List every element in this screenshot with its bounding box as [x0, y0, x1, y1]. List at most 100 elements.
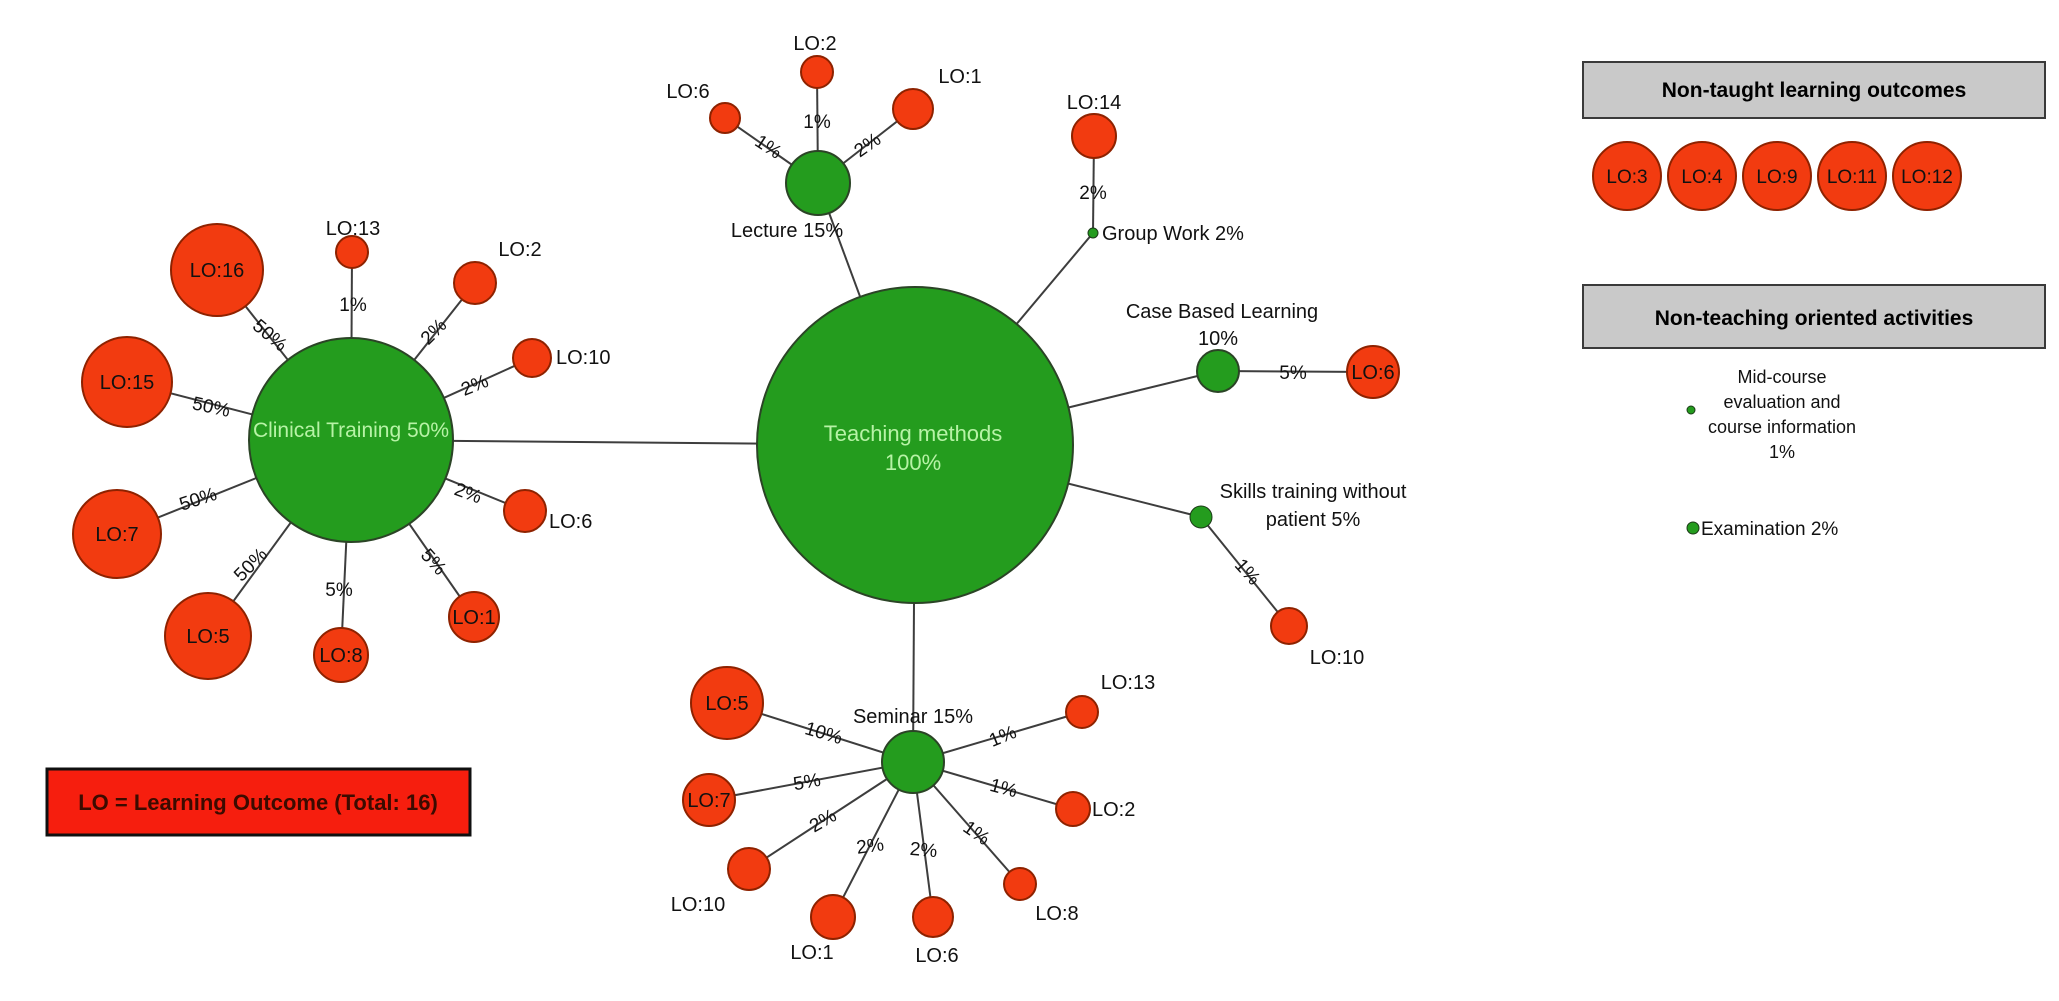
- edge-skills-lo10: [1200, 516, 1290, 627]
- seminar-lo5-pct: 10%: [802, 718, 844, 749]
- clinical-lo13-pct: 1%: [339, 295, 367, 316]
- seminar-lo1-pct: 2%: [855, 834, 885, 859]
- seminar-lo5-label: LO:5: [705, 693, 748, 715]
- clinical-lo6-label: LO:6: [549, 511, 592, 533]
- group-work-label: Group Work 2%: [1102, 223, 1244, 245]
- clinical-training-node: [248, 337, 454, 543]
- clinical-lo8-node: [313, 627, 369, 683]
- clinical-training-label: Clinical Training 50%: [253, 419, 449, 442]
- seminar-lo6-pct: 2%: [909, 839, 938, 862]
- examination-label: Examination 2%: [1701, 519, 1838, 540]
- clinical-lo2-node: [453, 261, 497, 305]
- case-based-label: Case Based Learning: [1126, 301, 1318, 323]
- lecture-node: [785, 150, 851, 216]
- clinical-lo1-node: [448, 591, 500, 643]
- clinical-lo6-pct: 2%: [451, 479, 484, 508]
- seminar-lo7-node: [682, 773, 736, 827]
- non-taught-header-title: Non-taught learning outcomes: [1662, 79, 1967, 102]
- casebased-lo6-node: [1346, 345, 1400, 399]
- lecture-lo1-label: LO:1: [938, 66, 981, 88]
- group-work-node: [1087, 227, 1099, 239]
- groupwork-lo14-label: LO:14: [1067, 92, 1121, 114]
- clinical-lo13-node: [335, 235, 369, 269]
- clinical-lo8-pct: 5%: [325, 580, 353, 601]
- clinical-lo10-node: [512, 338, 552, 378]
- groupwork-lo14-pct: 2%: [1079, 183, 1107, 204]
- clinical-lo16-pct: 50%: [248, 316, 291, 357]
- non-taught-lo3-node: [1592, 141, 1662, 211]
- non-teaching-header-title: Non-teaching oriented activities: [1655, 307, 1974, 330]
- clinical-lo6-node: [503, 489, 547, 533]
- non-taught-lo9-node: [1742, 141, 1812, 211]
- seminar-lo8-pct: 1%: [959, 817, 994, 850]
- seminar-label: Seminar 15%: [853, 706, 973, 728]
- seminar-lo13-node: [1065, 695, 1099, 729]
- clinical-lo7-pct: 50%: [177, 484, 220, 516]
- skills-lo10-label: LO:10: [1310, 647, 1364, 669]
- seminar-lo2-label: LO:2: [1092, 799, 1135, 821]
- non-taught-lo4-label: LO:4: [1681, 167, 1723, 188]
- clinical-lo5-pct: 50%: [230, 544, 272, 586]
- clinical-lo7-label: LO:7: [95, 524, 138, 546]
- seminar-lo13-label: LO:13: [1101, 672, 1155, 694]
- midcourse-line3: course information: [1708, 417, 1856, 437]
- non-taught-lo3-label: LO:3: [1606, 167, 1647, 188]
- method-nodes: [248, 150, 1240, 794]
- lecture-lo2-node: [800, 55, 834, 89]
- seminar-lo13-pct: 1%: [986, 722, 1019, 752]
- skills-label-line2: patient 5%: [1266, 509, 1361, 531]
- non-taught-lo11-label: LO:11: [1827, 167, 1877, 188]
- lecture-lo6-pct: 1%: [751, 131, 786, 164]
- skills-lo10-node: [1270, 607, 1308, 645]
- seminar-lo8-label: LO:8: [1035, 903, 1078, 925]
- clinical-lo16-label: LO:16: [190, 260, 244, 282]
- clinical-lo1-label: LO:1: [452, 607, 495, 629]
- seminar-lo7-pct: 5%: [792, 770, 823, 795]
- edge-seminar-lo7: [708, 761, 914, 801]
- non-taught-lo11-node: [1817, 141, 1887, 211]
- non-taught-lo9-label: LO:9: [1756, 167, 1797, 188]
- clinical-lo13-label: LO:13: [326, 218, 380, 240]
- seminar-lo8-node: [1003, 867, 1037, 901]
- seminar-lo10-pct: 2%: [806, 805, 840, 837]
- skills-label-line1: Skills training without: [1220, 481, 1407, 503]
- midcourse-dot: [1686, 405, 1696, 415]
- groupwork-lo14-node: [1071, 113, 1117, 159]
- seminar-lo2-node: [1055, 791, 1091, 827]
- lo-definition-text: LO = Learning Outcome (Total: 16): [78, 790, 438, 815]
- clinical-lo5-node: [164, 592, 252, 680]
- midcourse-line2: evaluation and: [1723, 392, 1840, 412]
- lecture-lo1-node: [892, 88, 934, 130]
- seminar-node: [881, 730, 945, 794]
- casebased-lo6-label: LO:6: [1351, 362, 1394, 384]
- lecture-lo2-pct: 1%: [803, 112, 831, 133]
- seminar-lo1-node: [810, 894, 856, 940]
- lo-definition-box: [45, 767, 472, 837]
- seminar-lo7-label: LO:7: [687, 790, 730, 812]
- seminar-lo1-label: LO:1: [790, 942, 833, 964]
- lecture-lo6-node: [709, 102, 741, 134]
- clinical-lo10-label: LO:10: [556, 347, 610, 369]
- case-based-pct: 10%: [1198, 328, 1238, 350]
- lecture-lo2-label: LO:2: [793, 33, 836, 55]
- teaching-methods-label: Teaching methods: [824, 421, 1003, 446]
- examination-dot: [1686, 521, 1700, 535]
- seminar-lo6-label: LO:6: [915, 945, 958, 967]
- clinical-lo10-pct: 2%: [458, 371, 491, 401]
- seminar-lo10-node: [727, 847, 771, 891]
- lecture-lo6-label: LO:6: [666, 81, 709, 103]
- casebased-lo6-pct: 5%: [1279, 363, 1307, 384]
- edge-seminar-lo10: [748, 761, 914, 870]
- case-based-node: [1196, 349, 1240, 393]
- clinical-lo15-pct: 50%: [190, 393, 232, 421]
- teaching-methods-node: [756, 286, 1074, 604]
- outcome-nodes: [72, 55, 1400, 940]
- teaching-methods-pct: 100%: [885, 450, 941, 475]
- non-teaching-header-box: [1582, 284, 2046, 349]
- midcourse-line1: Mid-course: [1737, 367, 1826, 387]
- clinical-lo2-label: LO:2: [498, 239, 541, 261]
- clinical-lo16-node: [170, 223, 264, 317]
- clinical-lo15-label: LO:15: [100, 372, 154, 394]
- seminar-lo5-node: [690, 666, 764, 740]
